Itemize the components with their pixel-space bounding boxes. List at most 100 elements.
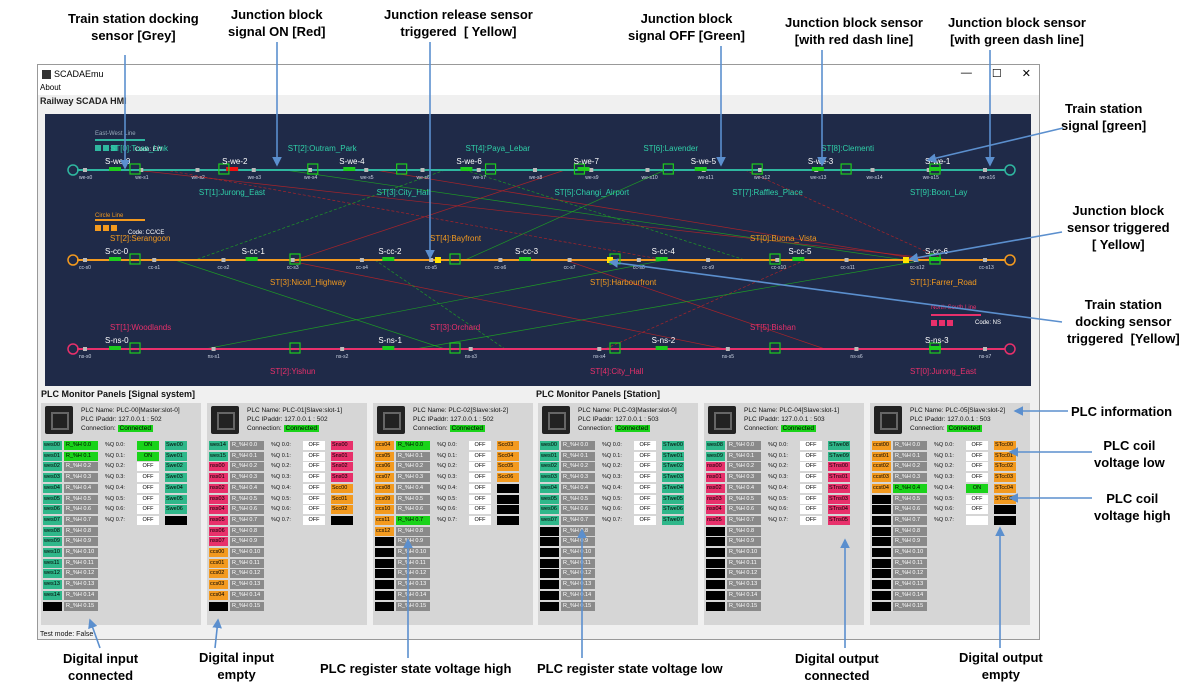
callout-junction-off-green: Junction block signal OFF [Green] bbox=[628, 11, 746, 43]
digital-input: nss02 bbox=[209, 483, 228, 493]
close-button[interactable]: ✕ bbox=[1021, 68, 1031, 80]
digital-input bbox=[540, 601, 559, 611]
plc-name-label: PLC Name: bbox=[910, 407, 946, 414]
digital-input: wes11 bbox=[43, 558, 62, 568]
coil-state: OFF bbox=[634, 483, 656, 493]
cc-sensor-marker bbox=[844, 258, 849, 262]
plc-conn-label: Connection: bbox=[578, 425, 615, 432]
digital-input: wes09 bbox=[706, 451, 725, 461]
callout-train-docking-grey: Train station docking sensor [Grey] bbox=[68, 11, 199, 43]
coil-address: %Q 0.3: bbox=[768, 474, 788, 481]
digital-input: ccs12 bbox=[375, 526, 394, 536]
digital-input: wes07 bbox=[43, 515, 62, 525]
register-state: R_%H 0.3 bbox=[396, 473, 430, 483]
digital-input bbox=[375, 558, 394, 568]
digital-input: nss04 bbox=[706, 505, 725, 515]
ew-code: Code: EW bbox=[135, 147, 163, 153]
coil-state bbox=[966, 515, 988, 525]
menu-bar: About bbox=[38, 83, 1039, 95]
register-state: R_%H 0.10 bbox=[64, 548, 98, 557]
cc-docking-sensor-yellow bbox=[607, 257, 613, 263]
ns-sensor-label: ns-s5 bbox=[721, 354, 735, 360]
digital-input: ccs04 bbox=[375, 441, 394, 450]
menu-about[interactable]: About bbox=[40, 83, 61, 92]
digital-input bbox=[872, 580, 891, 590]
cc-station-label: ST[1]:Farrer_Road bbox=[910, 278, 977, 287]
register-state: R_%H 0.5 bbox=[727, 494, 761, 504]
callout-junction-on-red: Junction block signal ON [Red] bbox=[228, 7, 326, 39]
plc-name: PLC-05[Slave:slot-2] bbox=[945, 407, 1006, 414]
ns-signal-bar bbox=[929, 346, 941, 350]
register-state: R_%H 0.1 bbox=[396, 451, 430, 461]
plc-conn-label: Connection: bbox=[910, 425, 947, 432]
coil-address: %Q 0.6: bbox=[934, 506, 954, 513]
coil-state: OFF bbox=[966, 462, 988, 472]
register-state: R_%H 0.15 bbox=[727, 601, 761, 611]
digital-output: STns03 bbox=[828, 494, 850, 504]
cc-sensor-marker bbox=[290, 258, 295, 262]
plc-connection-status: Connected bbox=[117, 425, 153, 432]
register-state: R_%H 0.15 bbox=[230, 601, 264, 611]
ew-sensor-marker bbox=[476, 168, 481, 172]
ew-sensor-label: we-s10 bbox=[641, 175, 658, 181]
register-state: R_%H 0.0 bbox=[893, 441, 927, 450]
digital-output: Scc05 bbox=[497, 462, 519, 472]
cc-code: Code: CC/CE bbox=[128, 230, 165, 236]
legend-icon bbox=[947, 320, 953, 326]
digital-input bbox=[872, 569, 891, 579]
register-state: R_%H 0.4 bbox=[727, 483, 761, 493]
maximize-button[interactable]: ☐ bbox=[991, 68, 1002, 80]
register-state: R_%H 0.12 bbox=[893, 569, 927, 579]
register-state: R_%H 0.2 bbox=[230, 462, 264, 472]
digital-input: ccs09 bbox=[375, 494, 394, 504]
plc-conn-label: Connection: bbox=[81, 425, 118, 432]
digital-input bbox=[706, 590, 725, 600]
plc-name-label: PLC Name: bbox=[578, 407, 614, 414]
coil-address: %Q 0.1: bbox=[768, 452, 788, 459]
digital-output: Swe03 bbox=[165, 473, 187, 483]
ns-station-box bbox=[129, 342, 141, 354]
register-state: R_%H 0.2 bbox=[727, 462, 761, 472]
minimize-button[interactable]: — bbox=[960, 67, 972, 79]
ew-signal-bar bbox=[343, 167, 356, 171]
cc-signal-label: S-cc-5 bbox=[788, 247, 812, 256]
ew-sensor-label: we-s5 bbox=[360, 175, 374, 181]
ns-sensor-marker bbox=[211, 347, 216, 351]
control-wire bbox=[284, 169, 906, 261]
ns-station-box bbox=[609, 342, 621, 354]
cc-sensor-marker bbox=[775, 258, 780, 262]
digital-output: Sns02 bbox=[331, 462, 353, 472]
coil-state: OFF bbox=[303, 515, 325, 525]
plc-name: PLC-00[Master:slot-0] bbox=[116, 407, 180, 414]
digital-input: wes05 bbox=[540, 494, 559, 504]
register-state: R_%H 0.14 bbox=[561, 590, 595, 600]
digital-output: Swe05 bbox=[165, 494, 187, 504]
register-state: R_%H 0.5 bbox=[230, 494, 264, 504]
coil-state: OFF bbox=[137, 494, 159, 504]
plc-connection-status: Connected bbox=[614, 425, 650, 432]
coil-state: OFF bbox=[800, 494, 822, 504]
ew-station-label: ST[0]:Tuas_Link bbox=[110, 144, 168, 153]
control-wire bbox=[374, 169, 926, 261]
register-state: R_%H 0.14 bbox=[230, 590, 264, 600]
register-state: R_%H 0.12 bbox=[727, 569, 761, 579]
digital-input: ccs01 bbox=[209, 558, 228, 568]
control-wire bbox=[204, 259, 666, 350]
digital-output: Scc01 bbox=[331, 494, 353, 504]
digital-output: STcc04 bbox=[994, 483, 1016, 493]
digital-output: STns00 bbox=[828, 462, 850, 472]
coil-state: OFF bbox=[634, 462, 656, 472]
ns-sensor-marker bbox=[597, 347, 602, 351]
digital-input bbox=[706, 569, 725, 579]
digital-output bbox=[331, 515, 353, 525]
register-state: R_%H 0.7 bbox=[893, 515, 927, 525]
digital-input bbox=[706, 558, 725, 568]
digital-input bbox=[375, 548, 394, 557]
coil-state: OFF bbox=[469, 441, 491, 450]
digital-input bbox=[872, 505, 891, 515]
register-state: R_%H 0.8 bbox=[561, 526, 595, 536]
digital-input: nss01 bbox=[209, 473, 228, 483]
register-state: R_%H 0.0 bbox=[396, 441, 430, 450]
register-state: R_%H 0.10 bbox=[893, 548, 927, 557]
cc-sensor-marker bbox=[498, 258, 503, 262]
